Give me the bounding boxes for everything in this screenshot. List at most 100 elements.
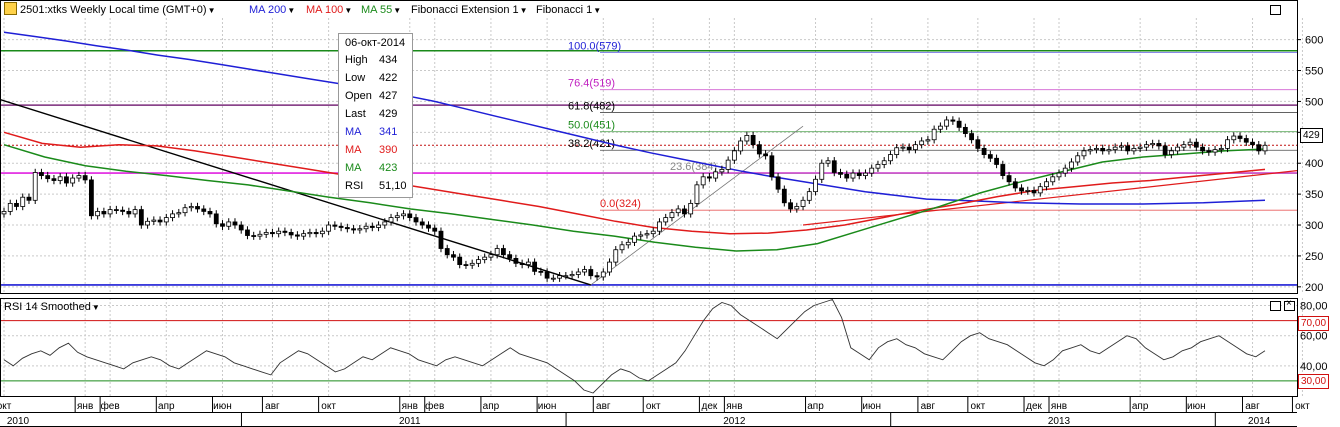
candle-body — [919, 140, 925, 146]
tooltip-key: RSI — [345, 180, 364, 192]
year-label: 2013 — [1048, 416, 1071, 427]
candle-body — [525, 261, 531, 265]
month-label: июн — [538, 401, 557, 412]
maximize-icon[interactable] — [1270, 301, 1281, 311]
candle-body — [969, 133, 974, 141]
price-tick-label: 200 — [1305, 282, 1323, 294]
price-tick-label: 550 — [1305, 66, 1323, 78]
candle-body — [763, 153, 768, 157]
candle-body — [725, 159, 731, 170]
candle-body — [1006, 175, 1012, 183]
candle-body — [376, 224, 381, 228]
tooltip-row: Low 422 — [345, 70, 397, 86]
candle-body — [869, 167, 875, 174]
candle-body — [1, 211, 7, 215]
candle-body — [682, 208, 687, 215]
candle-body — [451, 254, 456, 258]
candle-body — [1106, 149, 1112, 152]
candle-body — [875, 164, 881, 169]
candle-body — [326, 224, 332, 232]
candle-body — [650, 230, 656, 235]
candle-body — [494, 248, 500, 256]
candle-body — [550, 277, 556, 280]
fib-level-label: 76.4(519) — [568, 78, 615, 90]
fib-menu[interactable]: Fibonacci 1▼ — [536, 2, 601, 18]
ma55-menu[interactable]: MA 55▼ — [361, 2, 401, 18]
candle-body — [457, 256, 463, 265]
month-label: окт — [0, 401, 12, 412]
candle-body — [1243, 138, 1249, 143]
candle-body — [332, 224, 338, 227]
candle-body — [1031, 190, 1037, 194]
candle-body — [213, 213, 219, 225]
candle-body — [1206, 150, 1212, 153]
ma200-menu[interactable]: MA 200▼ — [249, 2, 295, 18]
month-label: окт — [321, 401, 336, 412]
candle-body — [101, 211, 107, 215]
candle-body — [1062, 167, 1068, 174]
candle-body — [613, 249, 619, 263]
candle-body — [881, 160, 887, 165]
candle-body — [1218, 147, 1224, 151]
candle-body — [220, 223, 225, 227]
candle-body — [45, 175, 51, 180]
candle-body — [700, 176, 706, 186]
candle-body — [863, 172, 868, 176]
candle-body — [806, 191, 812, 201]
month-label: янв — [1051, 401, 1067, 412]
month-label: окт — [971, 401, 986, 412]
candle-body — [607, 261, 612, 273]
rsi-tick-label: 80,00 — [1300, 301, 1328, 313]
tooltip-key: High — [345, 54, 368, 66]
candle-body — [931, 128, 937, 141]
candle-body — [39, 172, 44, 176]
candle-body — [625, 241, 631, 246]
candle-body — [138, 209, 144, 226]
price-tick-label: 600 — [1305, 35, 1323, 47]
candle-body — [962, 126, 968, 134]
month-label: июн — [862, 401, 881, 412]
month-label: янв — [402, 401, 418, 412]
last-price-label: 429 — [1300, 128, 1323, 143]
month-label: апр — [483, 401, 500, 412]
year-label: 2011 — [399, 416, 421, 427]
candle-body — [82, 175, 88, 181]
candle-body — [270, 232, 275, 235]
candle-body — [838, 172, 843, 175]
tooltip-value: 429 — [379, 108, 398, 120]
candle-body — [276, 230, 282, 235]
fib-ext-menu[interactable]: Fibonacci Extension 1▼ — [411, 2, 528, 18]
candle-body — [132, 209, 138, 215]
rsi-line — [3, 298, 1266, 394]
chevron-down-icon: ▼ — [91, 303, 100, 312]
candle-body — [176, 212, 182, 215]
candle-body — [1019, 187, 1024, 192]
candle-body — [1193, 141, 1199, 148]
tooltip-key: MA — [345, 144, 362, 156]
candle-body — [750, 135, 756, 146]
candle-body — [956, 120, 962, 128]
tooltip-value: 390 — [379, 144, 398, 156]
candle-body — [232, 221, 238, 226]
symbol-selector[interactable]: 2501:xtks Weekly Local time (GMT+0)▼ — [4, 2, 215, 18]
candle-body — [819, 162, 825, 180]
year-label: 2010 — [7, 416, 30, 427]
ma100-menu[interactable]: MA 100▼ — [306, 2, 352, 18]
candle-body — [1025, 190, 1031, 192]
candle-body — [738, 140, 744, 152]
month-label: апр — [1132, 401, 1149, 412]
month-label: июн — [213, 401, 232, 412]
candle-body — [1256, 144, 1262, 152]
tooltip-value: 434 — [379, 54, 398, 66]
candle-body — [694, 184, 700, 204]
candle-body — [563, 275, 569, 278]
candle-body — [76, 175, 82, 179]
candle-body — [319, 230, 325, 235]
fib-level-label: 38.2(421) — [568, 138, 615, 150]
close-icon[interactable]: × — [1284, 298, 1295, 311]
candle-body — [394, 215, 400, 219]
rsi-menu[interactable]: RSI 14 Smoothed▼ — [4, 299, 100, 315]
rsi-tick-label: 60,00 — [1300, 331, 1328, 343]
maximize-icon[interactable] — [1270, 5, 1281, 15]
tooltip-row: Open 427 — [345, 88, 397, 104]
